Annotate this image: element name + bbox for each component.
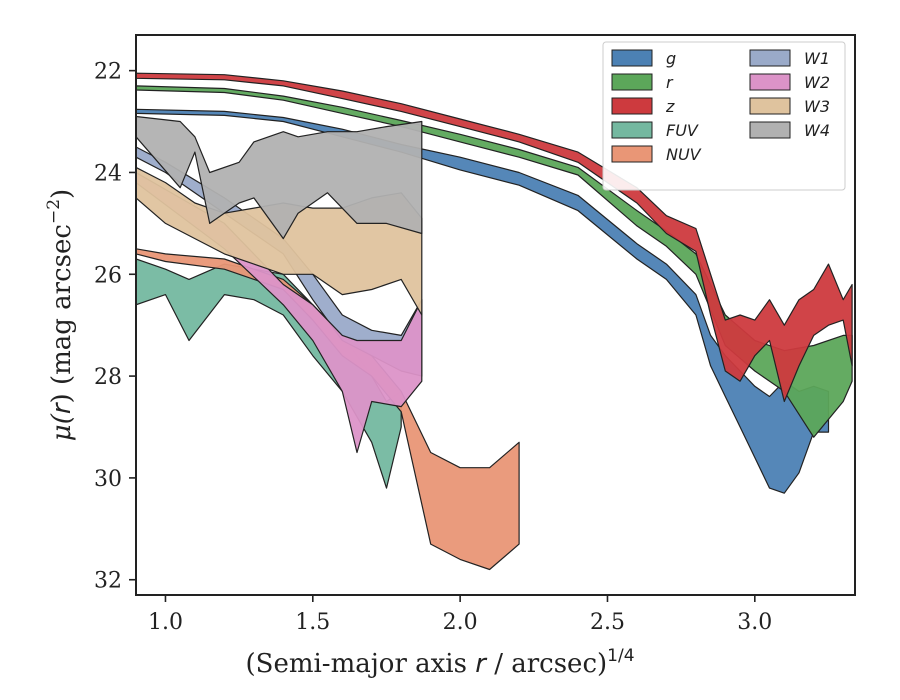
y-axis-title-rest: ) (mag arcsec (47, 224, 77, 403)
legend-swatch-g (611, 49, 653, 67)
series-band-w3 (136, 166, 423, 316)
y-tick-label: 24 (94, 161, 122, 186)
legend-label-nuv: NUV (666, 145, 702, 164)
legend-swatch-z (611, 97, 653, 115)
legend: grz FUV NUV W1 W2 W3 W4 (602, 41, 846, 191)
x-tick-label: 2.5 (590, 610, 625, 635)
series-band-g (136, 108, 830, 494)
legend-label-w4: W4 (804, 121, 830, 140)
series-band-w4 (136, 115, 423, 240)
y-axis-title-mu: μ( (47, 413, 77, 441)
x-axis-title: (Semi-major axis r / arcsec)1/4 (245, 646, 634, 679)
x-tick-label: 1.5 (295, 610, 330, 635)
legend-label-g: g (666, 49, 676, 68)
legend-swatch-r (611, 73, 653, 91)
series-band-r (136, 85, 853, 438)
legend-label-w3: W3 (804, 97, 830, 116)
legend-label-w1: W1 (804, 49, 830, 68)
legend-swatch-w1 (749, 49, 791, 67)
x-axis: 1.0 1.5 2.0 2.5 3.0 (148, 595, 772, 635)
y-axis: 22 24 26 28 30 32 (94, 60, 136, 594)
series-band-z (136, 72, 853, 403)
y-axis-title-close: ) (47, 189, 77, 199)
x-tick-label: 1.0 (148, 610, 183, 635)
legend-label-fuv: FUV (666, 121, 699, 140)
y-tick-label: 28 (94, 365, 122, 390)
legend-swatch-fuv (611, 121, 653, 139)
x-tick-label: 3.0 (737, 610, 772, 635)
series-layer (136, 72, 853, 571)
legend-swatch-w2 (749, 73, 791, 91)
x-tick-label: 2.0 (443, 610, 478, 635)
y-tick-label: 32 (94, 569, 122, 594)
legend-swatch-w4 (749, 121, 791, 139)
x-axis-title-rest: / arcsec) (486, 649, 607, 679)
legend-label-r: r (666, 73, 674, 92)
y-axis-title-var: r (47, 401, 77, 414)
legend-swatch-w3 (749, 97, 791, 115)
y-tick-label: 30 (94, 467, 122, 492)
y-axis-title: μ(r) (mag arcsec−2) (44, 189, 77, 441)
legend-label-z: z (665, 97, 675, 116)
y-tick-label: 22 (94, 60, 122, 85)
x-axis-title-sup: 1/4 (607, 646, 634, 666)
x-axis-title-main: (Semi-major axis (245, 649, 475, 679)
x-axis-title-var: r (475, 649, 488, 679)
legend-swatch-nuv (611, 145, 653, 163)
y-axis-title-sup: −2 (44, 199, 64, 224)
series-band-w2 (136, 171, 423, 454)
legend-label-w2: W2 (804, 73, 830, 92)
plot-frame (135, 34, 856, 596)
y-tick-label: 26 (94, 263, 122, 288)
